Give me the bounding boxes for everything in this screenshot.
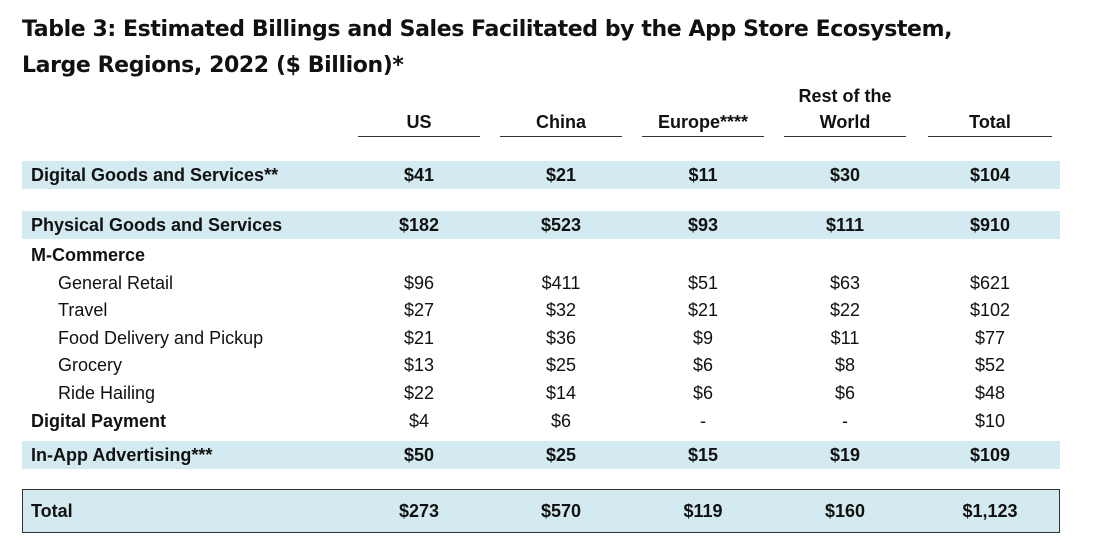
cell-china: $14 (545, 383, 577, 403)
cell-rest: $8 (834, 355, 856, 375)
row-label: General Retail (58, 273, 174, 293)
row-label: Digital Payment (31, 411, 167, 431)
row-general-retail: General Retail $96 $411 $51 $63 $621 (22, 269, 1060, 297)
cell-total: $109 (969, 445, 1011, 465)
cell-china: $21 (545, 165, 577, 185)
cell-europe: $93 (687, 215, 719, 235)
col-rule-us (358, 136, 480, 137)
cell-europe: $11 (688, 165, 718, 185)
row-in-app-advertising: In-App Advertising*** $50 $25 $15 $19 $1… (22, 441, 1060, 469)
cell-europe: $6 (692, 383, 714, 403)
cell-total: $1,123 (962, 501, 1018, 521)
cell-rest: $63 (829, 273, 861, 293)
col-header-rest-line2: World (819, 112, 871, 132)
row-label: Total (31, 501, 73, 521)
cell-rest: - (842, 411, 848, 431)
col-header-rest-line1: Rest of the (798, 86, 892, 106)
row-m-commerce: M-Commerce (22, 241, 1060, 269)
cell-europe: $15 (687, 445, 719, 465)
cell-us: $21 (403, 328, 435, 348)
title-line-1: Table 3: Estimated Billings and Sales Fa… (22, 17, 953, 42)
cell-china: $570 (540, 501, 582, 521)
cell-total: $10 (974, 411, 1006, 431)
cell-rest: $11 (830, 328, 860, 348)
cell-total: $910 (969, 215, 1011, 235)
cell-total: $102 (969, 300, 1011, 320)
row-grand-total: Total $273 $570 $119 $160 $1,123 (22, 489, 1060, 533)
cell-us: $13 (403, 355, 435, 375)
cell-total: $52 (974, 355, 1006, 375)
cell-us: $273 (398, 501, 440, 521)
cell-us: $27 (403, 300, 435, 320)
cell-europe: $21 (687, 300, 719, 320)
row-label: Ride Hailing (58, 383, 156, 403)
cell-rest: $6 (834, 383, 856, 403)
row-digital-goods: Digital Goods and Services** $41 $21 $11… (22, 161, 1060, 189)
row-label: Grocery (58, 355, 123, 375)
row-label: In-App Advertising*** (31, 445, 213, 465)
cell-us: $50 (403, 445, 435, 465)
cell-europe: - (700, 411, 706, 431)
col-header-china: China (535, 112, 586, 132)
col-header-us: US (406, 112, 432, 132)
row-label: M-Commerce (31, 245, 146, 265)
col-header-rest: Rest of the World (784, 84, 906, 134)
cell-europe: $9 (692, 328, 714, 348)
cell-china: $25 (545, 445, 577, 465)
row-travel: Travel $27 $32 $21 $22 $102 (22, 296, 1060, 324)
cell-us: $22 (403, 383, 435, 403)
row-physical-goods: Physical Goods and Services $182 $523 $9… (22, 211, 1060, 239)
cell-us: $4 (408, 411, 430, 431)
cell-total: $621 (969, 273, 1011, 293)
cell-china: $32 (545, 300, 577, 320)
cell-us: $182 (398, 215, 440, 235)
row-label: Travel (58, 300, 108, 320)
col-rule-total (928, 136, 1052, 137)
row-grocery: Grocery $13 $25 $6 $8 $52 (22, 351, 1060, 379)
col-rule-china (500, 136, 622, 137)
title-line-2: Large Regions, 2022 ($ Billion)* (22, 53, 404, 78)
cell-total: $77 (974, 328, 1006, 348)
col-rule-europe (642, 136, 764, 137)
cell-us: $41 (403, 165, 435, 185)
cell-china: $36 (545, 328, 577, 348)
cell-china: $411 (541, 273, 581, 293)
row-ride-hailing: Ride Hailing $22 $14 $6 $6 $48 (22, 379, 1060, 407)
cell-china: $25 (545, 355, 577, 375)
table-title: Table 3: Estimated Billings and Sales Fa… (22, 12, 1072, 84)
row-food-delivery: Food Delivery and Pickup $21 $36 $9 $11 … (22, 324, 1060, 352)
row-digital-payment: Digital Payment $4 $6 - - $10 (22, 407, 1060, 435)
row-label: Digital Goods and Services** (31, 165, 279, 185)
cell-china: $523 (540, 215, 582, 235)
row-label: Food Delivery and Pickup (58, 328, 264, 348)
row-label: Physical Goods and Services (31, 215, 283, 235)
col-rule-rest (784, 136, 906, 137)
col-header-europe: Europe**** (657, 112, 749, 132)
cell-europe: $6 (692, 355, 714, 375)
cell-europe: $119 (683, 501, 723, 521)
cell-rest: $160 (824, 501, 866, 521)
cell-total: $104 (969, 165, 1011, 185)
cell-rest: $19 (829, 445, 861, 465)
cell-us: $96 (403, 273, 435, 293)
col-header-total: Total (969, 112, 1011, 132)
cell-rest: $111 (825, 215, 865, 235)
cell-china: $6 (550, 411, 572, 431)
cell-europe: $51 (687, 273, 719, 293)
cell-total: $48 (974, 383, 1006, 403)
cell-rest: $22 (829, 300, 861, 320)
cell-rest: $30 (829, 165, 861, 185)
